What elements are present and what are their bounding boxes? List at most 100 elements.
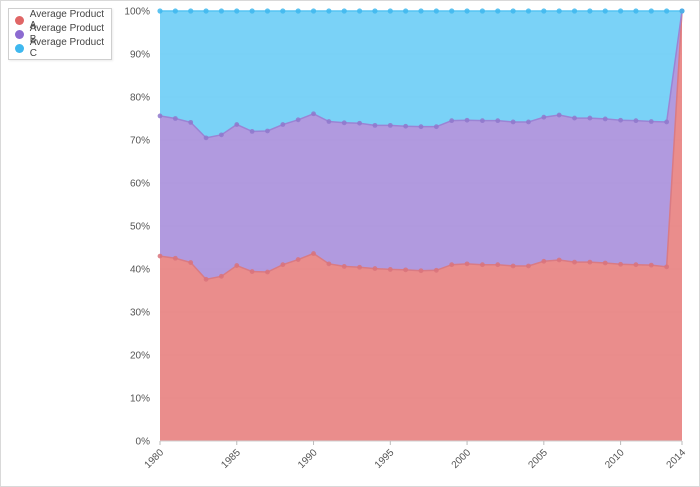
data-point-series-0[interactable]	[326, 261, 332, 267]
legend-item-product-b[interactable]: Average Product B	[15, 23, 111, 45]
data-point-series-0[interactable]	[648, 262, 654, 268]
data-point-series-2[interactable]	[326, 8, 332, 14]
data-point-series-1[interactable]	[157, 113, 163, 119]
data-point-series-0[interactable]	[387, 267, 393, 272]
data-point-series-1[interactable]	[526, 119, 531, 125]
data-point-series-0[interactable]	[249, 269, 255, 274]
data-point-series-2[interactable]	[464, 8, 470, 14]
data-point-series-0[interactable]	[372, 266, 378, 271]
data-point-series-1[interactable]	[495, 118, 501, 124]
data-point-series-2[interactable]	[433, 8, 439, 14]
data-point-series-0[interactable]	[618, 261, 623, 267]
data-point-series-2[interactable]	[525, 8, 532, 14]
data-point-series-2[interactable]	[403, 8, 409, 14]
data-point-series-0[interactable]	[188, 260, 194, 265]
data-point-series-1[interactable]	[433, 124, 439, 130]
data-point-series-1[interactable]	[541, 114, 547, 120]
data-point-series-2[interactable]	[218, 8, 225, 14]
data-point-series-0[interactable]	[157, 253, 163, 259]
data-point-series-1[interactable]	[403, 123, 409, 129]
data-point-series-2[interactable]	[310, 8, 317, 14]
data-point-series-0[interactable]	[418, 268, 424, 274]
data-point-series-1[interactable]	[418, 124, 424, 130]
data-point-series-1[interactable]	[311, 111, 316, 117]
data-point-series-0[interactable]	[572, 259, 577, 265]
data-point-series-2[interactable]	[541, 8, 547, 14]
data-point-series-1[interactable]	[464, 117, 470, 123]
data-point-series-0[interactable]	[265, 269, 270, 275]
data-point-series-2[interactable]	[495, 8, 501, 14]
data-point-series-0[interactable]	[311, 251, 316, 256]
data-point-series-2[interactable]	[387, 8, 393, 14]
legend-item-product-a[interactable]: Average Product A	[15, 9, 111, 31]
data-point-series-1[interactable]	[265, 128, 270, 134]
data-point-series-2[interactable]	[633, 8, 639, 14]
data-point-series-0[interactable]	[464, 261, 470, 267]
data-point-series-2[interactable]	[679, 8, 685, 14]
data-point-series-2[interactable]	[172, 8, 178, 14]
data-point-series-2[interactable]	[249, 8, 255, 14]
data-point-series-1[interactable]	[587, 115, 593, 121]
data-point-series-1[interactable]	[295, 117, 301, 123]
data-point-series-2[interactable]	[556, 8, 562, 14]
data-point-series-2[interactable]	[157, 8, 163, 14]
data-point-series-2[interactable]	[341, 8, 347, 14]
data-point-series-1[interactable]	[326, 119, 332, 124]
data-point-series-1[interactable]	[341, 120, 347, 126]
data-point-series-2[interactable]	[571, 8, 578, 14]
data-point-series-0[interactable]	[633, 262, 639, 268]
data-point-series-1[interactable]	[664, 119, 670, 125]
data-point-series-0[interactable]	[219, 273, 224, 279]
data-point-series-1[interactable]	[249, 129, 255, 134]
data-point-series-1[interactable]	[633, 118, 639, 124]
data-point-series-1[interactable]	[203, 135, 209, 141]
data-point-series-1[interactable]	[372, 122, 378, 128]
data-point-series-0[interactable]	[433, 267, 439, 273]
data-point-series-2[interactable]	[510, 8, 516, 14]
data-point-series-2[interactable]	[648, 8, 654, 14]
data-point-series-0[interactable]	[341, 264, 347, 269]
data-point-series-2[interactable]	[280, 8, 286, 14]
data-point-series-1[interactable]	[510, 119, 516, 125]
data-point-series-0[interactable]	[357, 264, 362, 270]
data-point-series-2[interactable]	[203, 8, 209, 14]
data-point-series-0[interactable]	[172, 255, 178, 261]
data-point-series-0[interactable]	[587, 259, 593, 265]
data-point-series-1[interactable]	[172, 116, 178, 121]
data-point-series-1[interactable]	[387, 122, 393, 128]
data-point-series-2[interactable]	[587, 8, 593, 14]
data-point-series-0[interactable]	[480, 262, 485, 268]
data-point-series-2[interactable]	[234, 8, 240, 14]
data-point-series-2[interactable]	[295, 8, 301, 14]
data-point-series-1[interactable]	[556, 112, 562, 118]
data-point-series-2[interactable]	[188, 8, 194, 14]
data-point-series-0[interactable]	[510, 263, 516, 269]
data-point-series-0[interactable]	[541, 258, 547, 264]
data-point-series-1[interactable]	[234, 122, 240, 127]
data-point-series-0[interactable]	[526, 263, 531, 269]
data-point-series-1[interactable]	[357, 120, 362, 126]
data-point-series-1[interactable]	[572, 115, 577, 121]
data-point-series-1[interactable]	[618, 117, 623, 123]
data-point-series-2[interactable]	[664, 8, 670, 14]
data-point-series-0[interactable]	[495, 262, 501, 268]
data-point-series-2[interactable]	[356, 8, 363, 14]
data-point-series-1[interactable]	[449, 118, 455, 124]
data-point-series-1[interactable]	[280, 122, 286, 127]
data-point-series-0[interactable]	[203, 276, 209, 282]
data-point-series-0[interactable]	[664, 264, 670, 270]
data-point-series-2[interactable]	[602, 8, 608, 14]
data-point-series-0[interactable]	[556, 257, 562, 263]
data-point-series-1[interactable]	[219, 132, 224, 138]
data-point-series-0[interactable]	[280, 262, 286, 268]
data-point-series-0[interactable]	[602, 260, 608, 266]
data-point-series-1[interactable]	[480, 118, 485, 124]
data-point-series-2[interactable]	[449, 8, 455, 14]
data-point-series-0[interactable]	[449, 262, 455, 268]
data-point-series-1[interactable]	[602, 116, 608, 122]
data-point-series-0[interactable]	[295, 257, 301, 262]
legend-item-product-c[interactable]: Average Product C	[15, 37, 111, 59]
data-point-series-2[interactable]	[479, 8, 486, 14]
data-point-series-2[interactable]	[372, 8, 378, 14]
data-point-series-2[interactable]	[617, 8, 624, 14]
